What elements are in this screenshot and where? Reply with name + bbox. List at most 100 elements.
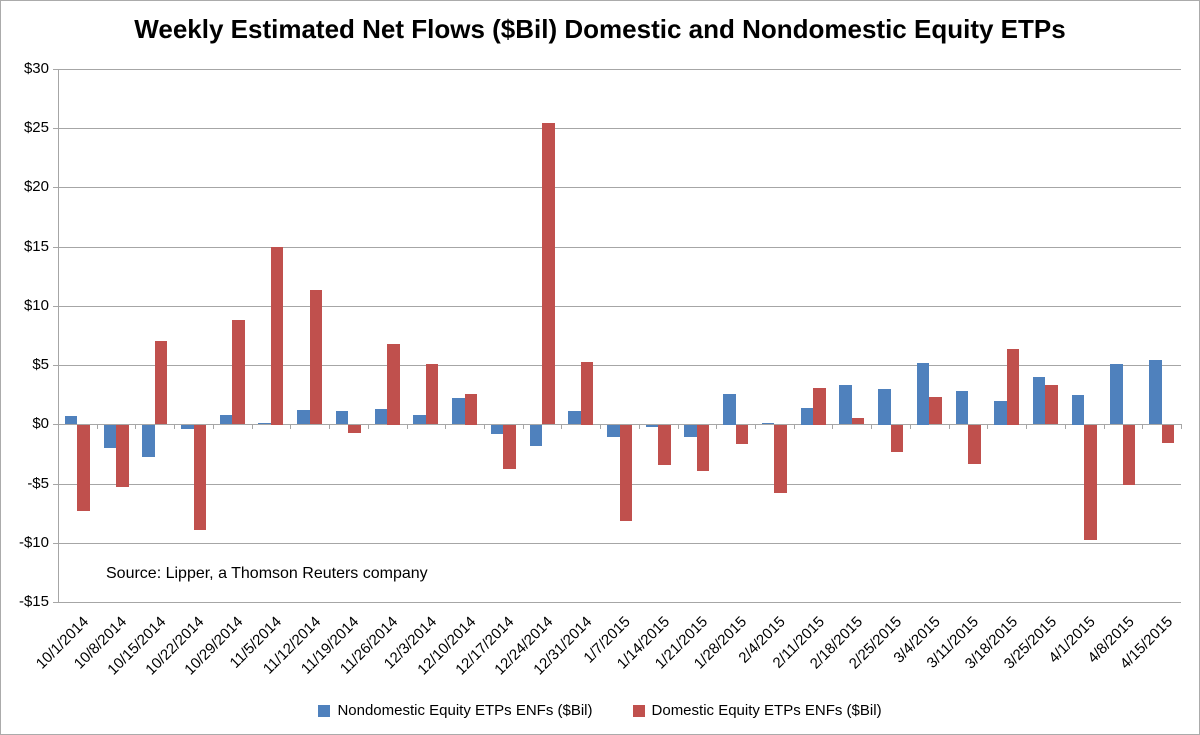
bar-domestic: [929, 397, 942, 424]
x-axis-tick: [329, 424, 330, 429]
legend: Nondomestic Equity ETPs ENFs ($Bil) Dome…: [1, 702, 1199, 719]
x-axis-tick: [445, 424, 446, 429]
bar-nondomestic: [258, 423, 271, 424]
bar-domestic: [851, 418, 865, 424]
y-axis-label: $15: [23, 238, 49, 255]
gridline: [58, 69, 1181, 70]
gridline: [58, 365, 1181, 366]
bar-domestic: [425, 364, 439, 424]
bar-domestic: [1045, 385, 1058, 424]
y-axis-tick: [53, 484, 58, 485]
bar-domestic: [658, 425, 671, 465]
y-axis-label: $0: [32, 415, 49, 432]
x-axis-tick: [1142, 424, 1143, 429]
bar-nondomestic: [916, 363, 930, 425]
gridline: [58, 602, 1181, 603]
bar-nondomestic: [1032, 377, 1046, 424]
bar-domestic: [1006, 349, 1020, 425]
y-axis-tick: [53, 424, 58, 425]
bar-nondomestic: [800, 408, 814, 425]
x-axis-tick: [252, 424, 253, 429]
bar-nondomestic: [723, 394, 736, 425]
legend-label-nondomestic: Nondomestic Equity ETPs ENFs ($Bil): [337, 702, 593, 719]
legend-item-domestic: Domestic Equity ETPs ENFs ($Bil): [632, 702, 882, 719]
x-axis-tick: [523, 424, 524, 429]
x-axis-tick: [832, 424, 833, 429]
bar-nondomestic: [1071, 395, 1085, 425]
y-axis-tick: [53, 365, 58, 366]
y-axis-label: $25: [23, 119, 49, 136]
x-axis-tick: [1026, 424, 1027, 429]
bar-domestic: [503, 425, 516, 469]
y-axis-label: $5: [32, 356, 49, 373]
bar-nondomestic: [103, 425, 117, 448]
bar-domestic: [619, 425, 632, 521]
bar-domestic: [774, 425, 787, 493]
legend-swatch-domestic: [632, 704, 645, 717]
bar-nondomestic: [1110, 364, 1123, 424]
x-axis-tick: [290, 424, 291, 429]
y-axis-tick: [53, 306, 58, 307]
bar-domestic: [968, 425, 981, 464]
bar-nondomestic: [761, 423, 775, 424]
x-axis-tick: [755, 424, 756, 429]
bar-domestic: [542, 123, 555, 424]
bar-nondomestic: [994, 401, 1007, 425]
gridline: [58, 187, 1181, 188]
bar-nondomestic: [878, 389, 891, 425]
y-axis-tick: [53, 69, 58, 70]
x-axis-tick: [213, 424, 214, 429]
bar-domestic: [232, 320, 245, 424]
bar-domestic: [696, 425, 710, 471]
bar-domestic: [116, 425, 129, 487]
x-axis-tick: [58, 424, 59, 429]
bar-domestic: [464, 394, 478, 425]
bar-nondomestic: [490, 425, 504, 434]
source-note: Source: Lipper, a Thomson Reuters compan…: [106, 565, 428, 582]
bar-domestic: [813, 388, 826, 425]
x-axis-tick: [97, 424, 98, 429]
bar-domestic: [270, 247, 284, 425]
y-axis-tick: [53, 187, 58, 188]
bar-domestic: [193, 425, 207, 530]
y-axis-tick: [53, 543, 58, 544]
bar-nondomestic: [181, 425, 194, 429]
bar-nondomestic: [839, 385, 852, 424]
y-axis-tick: [53, 602, 58, 603]
bar-nondomestic: [1149, 360, 1162, 424]
x-axis-tick: [639, 424, 640, 429]
bar-domestic: [1161, 425, 1175, 443]
y-axis-label: -$5: [27, 475, 49, 492]
x-axis-tick: [987, 424, 988, 429]
x-axis-tick: [871, 424, 872, 429]
bar-nondomestic: [64, 416, 78, 424]
bar-nondomestic: [374, 409, 388, 424]
bar-nondomestic: [297, 410, 310, 424]
y-axis-label: -$10: [18, 534, 49, 551]
bar-nondomestic: [645, 425, 659, 427]
bar-domestic: [309, 290, 323, 424]
x-axis-tick: [949, 424, 950, 429]
x-axis-tick: [600, 424, 601, 429]
bar-domestic: [154, 341, 168, 424]
gridline: [58, 306, 1181, 307]
gridline: [58, 247, 1181, 248]
x-axis-tick: [910, 424, 911, 429]
y-axis-line: [58, 69, 59, 602]
x-axis-tick: [368, 424, 369, 429]
bar-nondomestic: [684, 425, 697, 437]
x-axis-tick: [1065, 424, 1066, 429]
legend-item-nondomestic: Nondomestic Equity ETPs ENFs ($Bil): [318, 702, 593, 719]
gridline: [58, 543, 1181, 544]
bar-nondomestic: [955, 391, 969, 424]
bar-domestic: [890, 425, 904, 452]
x-axis-tick: [135, 424, 136, 429]
y-axis-label: $20: [23, 178, 49, 195]
x-axis-tick: [174, 424, 175, 429]
y-axis-label: $10: [23, 297, 49, 314]
legend-label-domestic: Domestic Equity ETPs ENFs ($Bil): [651, 702, 882, 719]
bar-domestic: [348, 425, 361, 433]
x-axis-tick: [1181, 424, 1182, 429]
bar-nondomestic: [568, 411, 581, 424]
